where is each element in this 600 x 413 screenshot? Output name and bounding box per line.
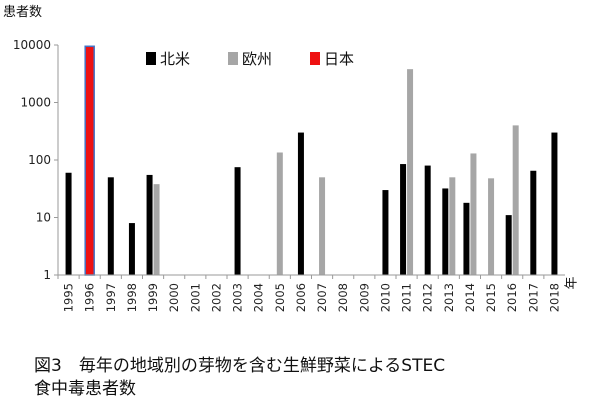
bar-0-2003 xyxy=(234,167,241,275)
legend-label-0: 北米 xyxy=(160,50,190,68)
bar-1-2015 xyxy=(488,178,495,275)
bar-0-2006 xyxy=(297,132,304,275)
x-tick-label: 2007 xyxy=(315,283,329,312)
x-tick-label: 2004 xyxy=(252,283,266,312)
legend: 北米 欧州 日本 xyxy=(146,50,354,68)
x-tick-label: 2014 xyxy=(463,283,477,312)
bar-0-2017 xyxy=(530,170,537,275)
x-tick-label: 2016 xyxy=(505,283,519,312)
x-tick-label: 2001 xyxy=(188,283,202,312)
x-axis-label: 年 xyxy=(565,276,580,289)
y-tick-label: 1 xyxy=(43,268,51,282)
y-tick-label: 100 xyxy=(28,153,51,167)
bar-1-2013 xyxy=(449,177,456,275)
legend-label-2: 日本 xyxy=(324,50,354,68)
bar-0-2016 xyxy=(505,215,512,275)
bar-0-2012 xyxy=(424,165,431,275)
y-axis-label: 患者数 xyxy=(3,5,42,20)
bar-0-1999 xyxy=(146,174,153,275)
x-tick-label: 1997 xyxy=(104,283,118,312)
y-axis-ticks: 1 10 100 1000 10000 xyxy=(13,38,58,282)
x-tick-label: 2005 xyxy=(273,283,287,312)
x-axis-ticks: 1995 1996 1997 1998 1999 2000 2001 2002 2003 2004… xyxy=(57,275,561,312)
bar-1-2014 xyxy=(470,153,477,275)
x-tick-label: 2002 xyxy=(209,283,223,312)
x-tick-label: 2017 xyxy=(526,283,540,312)
x-tick-label: 1995 xyxy=(62,283,76,312)
bar-0-2010 xyxy=(382,190,389,275)
legend-swatch-1 xyxy=(228,52,238,65)
bar-1-2005 xyxy=(276,152,283,275)
x-tick-label: 2012 xyxy=(421,283,435,312)
bar-1-2011 xyxy=(407,69,414,275)
y-tick-label: 10 xyxy=(36,211,51,225)
y-tick-label: 1000 xyxy=(20,96,51,110)
x-tick-label: 2013 xyxy=(442,283,456,312)
bar-0-2014 xyxy=(463,202,470,275)
axes xyxy=(57,45,565,276)
caption-line-1: 図3 毎年の地域別の芽物を含む生鮮野菜によるSTEC xyxy=(34,356,446,376)
x-tick-label: 2008 xyxy=(336,283,350,312)
bar-1-2016 xyxy=(512,125,519,275)
x-tick-label: 2010 xyxy=(378,283,392,312)
bars xyxy=(65,45,558,276)
legend-swatch-2 xyxy=(310,52,320,65)
caption-line-2: 食中毒患者数 xyxy=(34,379,136,399)
legend-swatch-0 xyxy=(146,52,156,65)
x-tick-label: 1999 xyxy=(146,283,160,312)
x-tick-label: 2011 xyxy=(400,283,414,312)
bar-2-1996 xyxy=(84,45,95,276)
bar-0-2011 xyxy=(400,164,407,275)
x-tick-label: 1998 xyxy=(125,283,139,312)
x-tick-label: 2009 xyxy=(357,283,371,312)
legend-label-1: 欧州 xyxy=(242,50,272,68)
figure-caption: 図3 毎年の地域別の芽物を含む生鮮野菜によるSTEC 食中毒患者数 xyxy=(34,355,574,401)
x-tick-label: 2018 xyxy=(547,283,561,312)
x-tick-label: 1996 xyxy=(83,283,97,312)
bar-0-1998 xyxy=(128,223,135,275)
bar-0-2018 xyxy=(551,132,558,275)
bar-0-1997 xyxy=(107,177,114,275)
x-tick-label: 2015 xyxy=(484,283,498,312)
x-tick-label: 2000 xyxy=(167,283,181,312)
y-tick-label: 10000 xyxy=(13,38,51,52)
x-tick-label: 2006 xyxy=(294,283,308,312)
bar-1-1999 xyxy=(153,184,160,275)
bar-0-2013 xyxy=(442,188,449,275)
x-tick-label: 2003 xyxy=(231,283,245,312)
bar-1-2007 xyxy=(319,177,326,275)
bar-0-1995 xyxy=(65,172,72,275)
